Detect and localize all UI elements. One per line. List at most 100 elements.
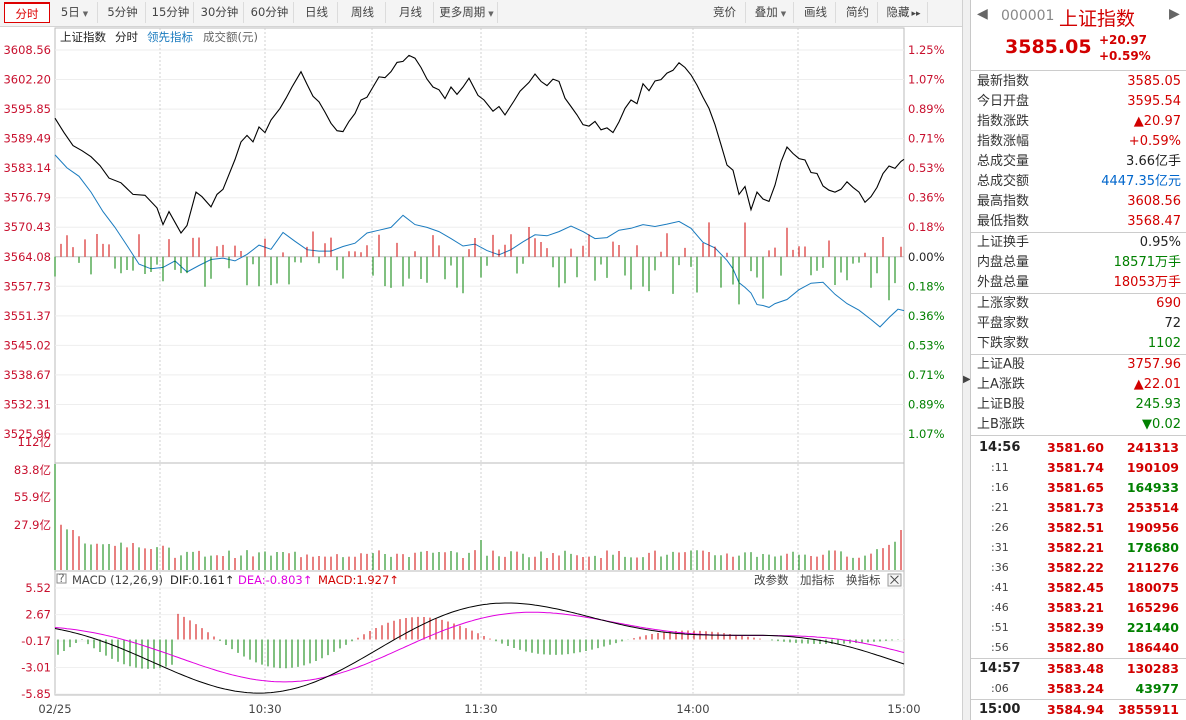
chevron-down-icon: ▼ [780, 10, 787, 18]
prev-stock-icon[interactable]: ◀ [977, 6, 988, 22]
tick-price: 3584.94 [1047, 702, 1104, 717]
volume-tick-label: 27.9亿 [14, 518, 51, 532]
tick-volume: 253514 [1126, 500, 1179, 515]
period-tab-6[interactable]: 日线 [296, 2, 338, 23]
price-tick-label: 3576.79 [3, 191, 51, 205]
macd-tick-label: 2.67 [25, 608, 51, 622]
tick-volume: 43977 [1135, 681, 1180, 696]
quote-value: ▼0.02 [1142, 417, 1181, 432]
tick-time: 14:57 [979, 661, 1021, 676]
tick-time: 14:56 [979, 440, 1021, 455]
pct-tick-label: 0.89% [908, 397, 945, 411]
macd-tick-label: -5.85 [21, 687, 51, 701]
tick-volume: 3855911 [1118, 702, 1179, 717]
intraday-chart[interactable]: 3608.56 1.25% 3602.20 1.07% 3595.85 0.89% 3589… [0, 26, 962, 720]
period-tab-9[interactable]: 更多周期 ▼ [436, 2, 498, 23]
tick-row: :11 3581.74 190109 [971, 458, 1186, 478]
period-tab-2[interactable]: 5分钟 [100, 2, 146, 23]
tick-time: :46 [991, 601, 1009, 614]
quote-row: 下跌家数 1102 [971, 334, 1186, 354]
chevron-down-icon: ▼ [82, 10, 89, 18]
tick-price: 3582.45 [1047, 580, 1104, 595]
quote-row: 上涨家数 690 [971, 294, 1186, 314]
tick-row: :31 3582.21 178680 [971, 538, 1186, 558]
quote-row: 总成交额 4447.35亿元 [971, 172, 1186, 192]
quote-value: 245.93 [1135, 397, 1182, 412]
period-tab-8[interactable]: 月线 [388, 2, 434, 23]
quote-value: ▲22.01 [1133, 377, 1181, 392]
price-line [54, 54, 905, 234]
quote-row: 最新指数 3585.05 [971, 72, 1186, 92]
period-tab-2-label: 5分钟 [107, 5, 138, 19]
tick-row: :06 3583.24 43977 [971, 679, 1186, 699]
close-icon-glyph: ⨉ [890, 573, 900, 587]
tool-button-2[interactable]: 画线 [796, 2, 836, 23]
quote-row: 内盘总量 18571万手 [971, 253, 1186, 273]
quote-label: 外盘总量 [977, 275, 1030, 290]
divider [971, 293, 1186, 294]
plot-frame [54, 27, 905, 696]
tick-row: :51 3582.39 221440 [971, 618, 1186, 638]
chevron-down-icon: ▼ [488, 10, 494, 18]
price-tick-label: 3557.73 [3, 279, 51, 293]
quote-label: 上涨家数 [977, 296, 1030, 311]
tick-time: :11 [991, 461, 1009, 474]
macd-dea: DEA:-0.803↑ [238, 573, 312, 587]
tick-row: :16 3581.65 164933 [971, 478, 1186, 498]
quote-label: 指数涨幅 [977, 134, 1030, 149]
tick-time: 15:00 [979, 702, 1021, 717]
quote-label: 最低指数 [977, 214, 1030, 229]
period-tab-3[interactable]: 15分钟 [148, 2, 194, 23]
macd-tick-label: -0.17 [21, 634, 51, 648]
divider [971, 354, 1186, 355]
macd-dif: DIF:0.161↑ [170, 573, 234, 587]
tick-price: 3582.39 [1047, 620, 1104, 635]
tool-button-4[interactable]: 隐藏 ▸▸ [880, 2, 928, 23]
tool-button-2-label: 画线 [804, 5, 827, 19]
tick-time: :21 [991, 501, 1009, 514]
tick-price: 3583.24 [1047, 681, 1104, 696]
price-tick-label: 3570.43 [3, 220, 51, 234]
quote-label: 内盘总量 [977, 255, 1030, 270]
period-toolbar: 分时 5日 ▼ 5分钟 15分钟 30分钟 60分钟 日线 周线 月线 更多周期 ▼ 竞价 叠加 ▼ 画线 简约… [0, 0, 962, 27]
period-tab-0[interactable]: 分时 [4, 2, 50, 23]
chart-canvas: 3608.56 1.25% 3602.20 1.07% 3595.85 0.89% 3589… [3, 27, 945, 716]
tick-time: :41 [991, 581, 1009, 594]
tick-volume: 186440 [1126, 640, 1179, 655]
tick-volume: 130283 [1126, 661, 1179, 676]
dea-line [54, 611, 905, 683]
legend-mode: 分时 [115, 30, 138, 44]
quote-row: 最低指数 3568.47 [971, 212, 1186, 232]
macd-title: MACD (12,26,9) [72, 573, 163, 587]
tool-button-1[interactable]: 叠加 ▼ [748, 2, 794, 23]
pct-tick-label: 0.36% [908, 309, 945, 323]
tick-row: 15:00 3584.94 3855911 [971, 700, 1186, 720]
tick-time: :26 [991, 521, 1009, 534]
sidebar-toggle[interactable]: ▶ [962, 0, 971, 720]
price-tick-label: 3583.14 [3, 161, 51, 175]
quote-label: 总成交量 [977, 154, 1030, 169]
tick-price: 3582.22 [1047, 560, 1104, 575]
quote-value: 3608.56 [1127, 194, 1181, 209]
tool-button-0[interactable]: 竞价 [704, 2, 746, 23]
tick-price: 3581.65 [1047, 480, 1104, 495]
pct-tick-label: 0.71% [908, 132, 945, 146]
pct-tick-label: 0.71% [908, 368, 945, 382]
period-tab-1[interactable]: 5日 ▼ [52, 2, 98, 23]
tick-time: :51 [991, 621, 1009, 634]
change-percent: +0.59% [1099, 49, 1151, 63]
volume-tick-label: 112亿 [18, 435, 51, 449]
period-tab-3-label: 15分钟 [151, 5, 190, 19]
tick-volume: 164933 [1126, 480, 1179, 495]
tick-price: 3581.74 [1047, 460, 1104, 475]
quote-value: 3595.54 [1127, 94, 1181, 109]
next-stock-icon[interactable]: ▶ [1169, 6, 1180, 22]
quote-row: 外盘总量 18053万手 [971, 273, 1186, 293]
tool-button-3[interactable]: 简约 [838, 2, 878, 23]
pct-tick-label: 1.25% [908, 43, 945, 57]
tick-price: 3581.60 [1047, 440, 1104, 455]
divider [971, 699, 1186, 700]
period-tab-4[interactable]: 30分钟 [196, 2, 244, 23]
period-tab-5[interactable]: 60分钟 [246, 2, 294, 23]
period-tab-7[interactable]: 周线 [340, 2, 386, 23]
